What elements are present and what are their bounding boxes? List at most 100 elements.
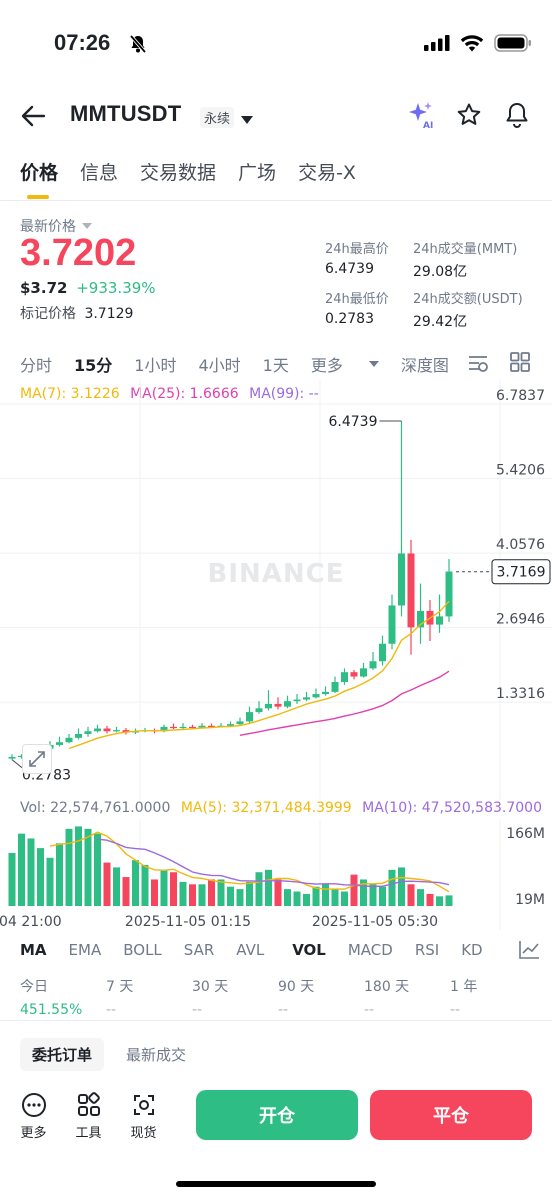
open-position-button[interactable]: 开仓: [196, 1090, 358, 1140]
ind-rsi[interactable]: RSI: [414, 941, 440, 959]
candle-body: [417, 610, 424, 628]
caret-down-small-icon: [82, 222, 92, 229]
volume-bar: [398, 867, 405, 906]
tools-icon: [77, 1092, 100, 1116]
volume-bar: [18, 833, 25, 906]
tools-button[interactable]: 工具: [61, 1092, 116, 1141]
mark-price: 3.7129: [84, 306, 134, 322]
candlestick-chart[interactable]: BINANCE 6.7837 5.4206 4.0576 2.6946 1.3316 6.…: [0, 380, 552, 800]
tab-price[interactable]: 价格: [20, 158, 58, 199]
tab-square[interactable]: 广场: [238, 162, 277, 184]
back-arrow-icon[interactable]: [20, 104, 48, 128]
spot-icon: [133, 1095, 154, 1115]
interval-line[interactable]: 分时: [20, 356, 53, 375]
ind-vol[interactable]: VOL: [292, 941, 326, 959]
price-change: +933.39%: [76, 279, 156, 297]
ind-ema[interactable]: EMA: [68, 941, 102, 959]
spot-button[interactable]: 现货: [116, 1092, 171, 1141]
close-position-button[interactable]: 平仓: [370, 1090, 532, 1140]
more-icon: [21, 1093, 46, 1117]
volume-bar: [56, 843, 63, 906]
candle-body: [322, 691, 329, 695]
volume-bar: [303, 893, 310, 906]
signal-icon: [424, 35, 450, 55]
caret-down-icon: [368, 360, 379, 367]
interval-1h[interactable]: 1小时: [134, 356, 177, 375]
interval-15m[interactable]: 15分: [74, 356, 113, 375]
ind-avl[interactable]: AVL: [236, 941, 265, 959]
ind-macd[interactable]: MACD: [347, 941, 393, 959]
interval-more[interactable]: 更多: [311, 352, 379, 376]
volume-bar: [388, 869, 396, 906]
candle-body: [122, 730, 130, 733]
ai-sparkle-icon[interactable]: AI: [406, 100, 436, 134]
volume-bar: [65, 828, 73, 906]
volume-bar: [255, 872, 263, 906]
tab-info[interactable]: 信息: [80, 162, 119, 184]
candle-body: [236, 721, 244, 725]
tabs-divider: [0, 200, 552, 201]
star-icon[interactable]: [456, 102, 482, 132]
vol-ma10-legend: MA(10): 47,520,583.7000: [362, 800, 542, 816]
more-label: 更多: [20, 1126, 47, 1141]
candle-body: [56, 742, 63, 745]
layout-grid-icon[interactable]: [510, 352, 530, 376]
candle-body: [388, 605, 396, 644]
ind-sar[interactable]: SAR: [183, 941, 215, 959]
volume-bar: [103, 862, 111, 906]
chart-settings-icon[interactable]: [467, 352, 489, 378]
performance-row: 今日 451.55% 7 天 -- 30 天 -- 90 天 -- 180 天 -- 1 …: [20, 976, 536, 1018]
expand-chart-icon[interactable]: [22, 744, 52, 774]
candle-body: [189, 726, 196, 729]
high-label: 24h最高价: [325, 242, 389, 257]
wifi-icon: [460, 34, 484, 56]
vol-ma10-line: [97, 838, 450, 888]
volume-bar: [151, 879, 158, 906]
volume-bar: [75, 826, 82, 906]
y-tick-label: 5.4206: [496, 463, 545, 479]
bell-icon[interactable]: [504, 101, 530, 133]
perf-30d: 30 天 --: [192, 979, 229, 1018]
candle-body: [350, 672, 358, 677]
tab-open-orders[interactable]: 委托订单: [20, 1038, 105, 1071]
volume-bar: [8, 852, 16, 906]
volume-bar: [369, 884, 377, 906]
volume-bar: [360, 879, 367, 906]
mark-price-row: 标记价格 3.7129: [20, 303, 133, 323]
candle-body: [75, 733, 82, 738]
interval-1d[interactable]: 1天: [262, 356, 289, 375]
x-tick-label: 2025-11-05 05:30: [312, 914, 438, 930]
interval-4h[interactable]: 4小时: [198, 356, 241, 375]
main-tabs: 价格 信息 交易数据 广场 交易-X: [20, 158, 378, 199]
ind-ma[interactable]: MA: [20, 941, 47, 959]
ma99-legend: MA(99): --: [249, 386, 319, 402]
tab-latest-trades[interactable]: 最新成交: [126, 1046, 187, 1064]
volume-bar: [160, 869, 168, 906]
last-price-label-row[interactable]: 最新价格: [20, 216, 92, 236]
interval-depth[interactable]: 深度图: [400, 356, 449, 375]
tab-trading-data[interactable]: 交易数据: [140, 162, 217, 184]
indicator-chart-icon[interactable]: [518, 940, 540, 964]
symbol-title[interactable]: MMTUSDT: [70, 101, 182, 126]
ma7-line: [68, 600, 450, 750]
candle-body: [331, 682, 339, 692]
vol-tick-label: 166M: [506, 826, 545, 842]
ind-boll[interactable]: BOLL: [123, 941, 162, 959]
more-button[interactable]: 更多: [6, 1092, 61, 1141]
volume-bar: [331, 889, 339, 906]
volume-bar: [37, 848, 44, 906]
price-usd-row: $3.72 +933.39%: [20, 279, 156, 297]
candle-body: [18, 755, 25, 758]
tab-trade-x[interactable]: 交易-X: [298, 162, 356, 184]
ind-kd[interactable]: KD: [461, 941, 483, 959]
candle-body: [303, 697, 310, 700]
candle-body: [398, 553, 405, 606]
candle-body: [274, 703, 282, 707]
caret-down-icon[interactable]: [240, 110, 254, 129]
candle-body: [65, 737, 73, 743]
mute-bell-icon: [128, 34, 148, 58]
svg-text:AI: AI: [423, 121, 433, 130]
order-tabs: 委托订单 最新成交: [20, 1038, 208, 1071]
candle-body: [284, 701, 291, 707]
volume-bar: [208, 879, 215, 906]
